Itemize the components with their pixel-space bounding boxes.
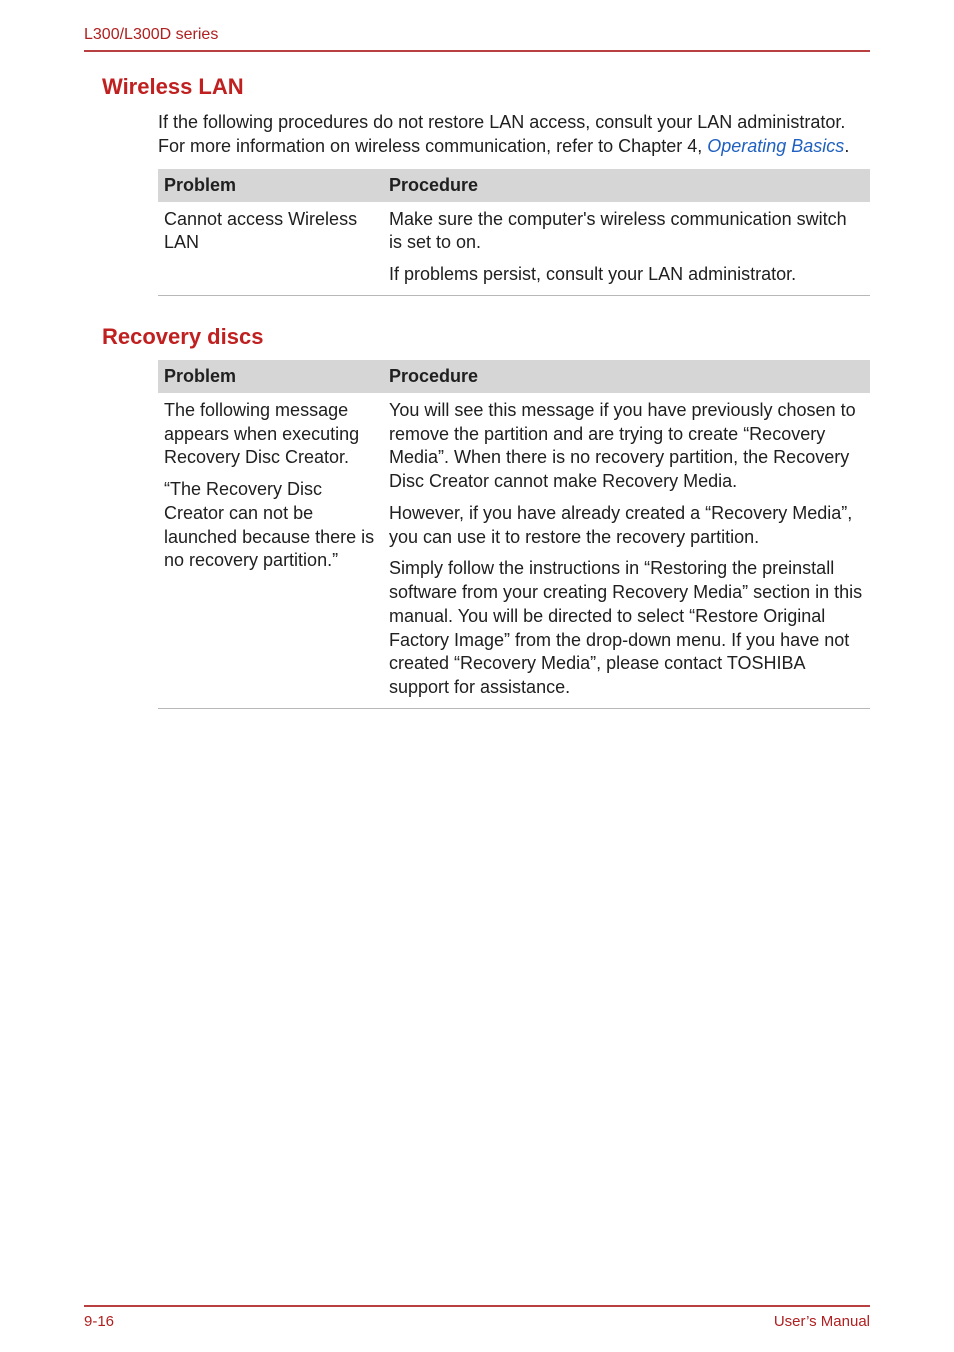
wlan-intro: If the following procedures do not resto… [158,110,870,159]
header-rule [84,50,870,52]
recovery-problem-p2: “The Recovery Disc Creator can not be la… [164,478,377,573]
table-row: Cannot access Wireless LAN Make sure the… [158,202,870,296]
footer-rule [84,1305,870,1307]
wlan-table: Problem Procedure Cannot access Wireless… [158,169,870,296]
wlan-proc-1: Make sure the computer's wireless commun… [389,208,864,256]
recovery-proc-3: Simply follow the instructions in “Resto… [389,557,864,700]
recovery-procedure-cell: You will see this message if you have pr… [383,393,870,709]
wlan-problem-cell: Cannot access Wireless LAN [158,202,383,296]
recovery-problem-p1: The following message appears when execu… [164,399,377,470]
page-number: 9-16 [84,1313,114,1330]
table-row: The following message appears when execu… [158,393,870,709]
wlan-th-procedure: Procedure [383,169,870,202]
recovery-th-procedure: Procedure [383,360,870,393]
link-operating-basics[interactable]: Operating Basics [707,136,844,156]
heading-wireless-lan: Wireless LAN [102,74,870,100]
recovery-problem-cell: The following message appears when execu… [158,393,383,709]
manual-title-footer: User’s Manual [774,1313,870,1330]
wlan-procedure-cell: Make sure the computer's wireless commun… [383,202,870,296]
recovery-th-problem: Problem [158,360,383,393]
recovery-proc-1: You will see this message if you have pr… [389,399,864,494]
wlan-proc-2: If problems persist, consult your LAN ad… [389,263,864,287]
recovery-proc-2: However, if you have already created a “… [389,502,864,550]
page-content: Wireless LAN If the following procedures… [84,74,870,1305]
running-header: L300/L300D series [84,26,870,44]
page-footer: 9-16 User’s Manual [84,1305,870,1330]
heading-recovery-discs: Recovery discs [102,324,870,350]
recovery-table: Problem Procedure The following message … [158,360,870,709]
wlan-intro-text-2: . [844,136,849,156]
wlan-th-problem: Problem [158,169,383,202]
